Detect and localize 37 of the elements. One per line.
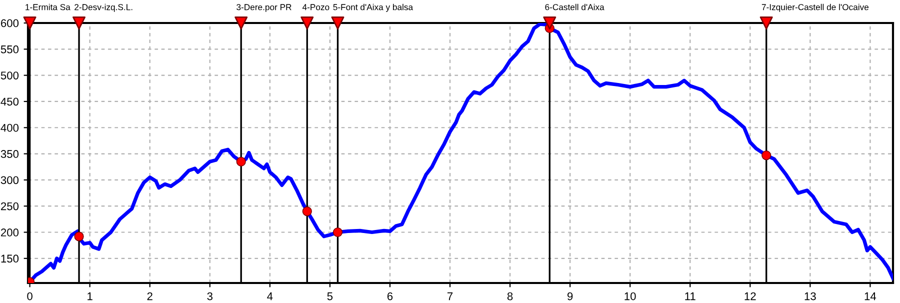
ref-line-label: 5-Font d'Aixa y balsa (333, 4, 414, 12)
ref-line-label: 7-Izquier-Castell de l'Ocaive (762, 4, 869, 12)
x-tick-label: 1 (88, 292, 92, 300)
point (236, 156, 246, 166)
x-tick-label: 7 (447, 292, 453, 300)
ref-line-label: 3-Dere.por PR (236, 4, 292, 12)
y-tick-label: 500 (0, 72, 19, 80)
x-tick-label: 6 (387, 292, 393, 300)
x-tick-label: 11 (685, 292, 696, 300)
x-tick-label: 14 (864, 292, 876, 300)
y-tick-label: 550 (0, 45, 19, 54)
ref-line-label: 4-Pozo (302, 4, 330, 10)
x-tick-label: 2 (147, 292, 152, 300)
x-tick-label: 10 (624, 292, 636, 300)
y-tick-label: 400 (0, 124, 19, 132)
point (762, 150, 772, 160)
y-tick-label: 250 (0, 202, 19, 210)
x-tick-label: 9 (567, 292, 573, 300)
x-tick-label: 8 (507, 292, 513, 300)
point (74, 232, 84, 242)
ref-line-label: 1-Ermita Sa (26, 4, 70, 10)
x-tick-label: 3 (207, 292, 212, 300)
y-tick-label: 600 (1, 19, 19, 28)
ref-line-label: 2-Desv-izq.S.L. (74, 4, 132, 12)
y-tick-label: 200 (0, 228, 19, 236)
x-tick-label: 4 (267, 292, 273, 300)
y-tick-label: 150 (1, 254, 19, 263)
y-tick-label: 450 (0, 98, 19, 106)
x-tick-label: 13 (804, 292, 816, 300)
ref-line-label: 6-Castell d'Aixa (545, 4, 604, 10)
y-tick-label: 300 (0, 176, 19, 184)
x-tick-label: 0 (27, 292, 32, 300)
x-tick-label: 5 (327, 292, 333, 300)
point (332, 227, 343, 238)
y-tick-label: 350 (0, 150, 19, 158)
x-tick-label: 12 (744, 292, 756, 300)
point (302, 206, 312, 216)
